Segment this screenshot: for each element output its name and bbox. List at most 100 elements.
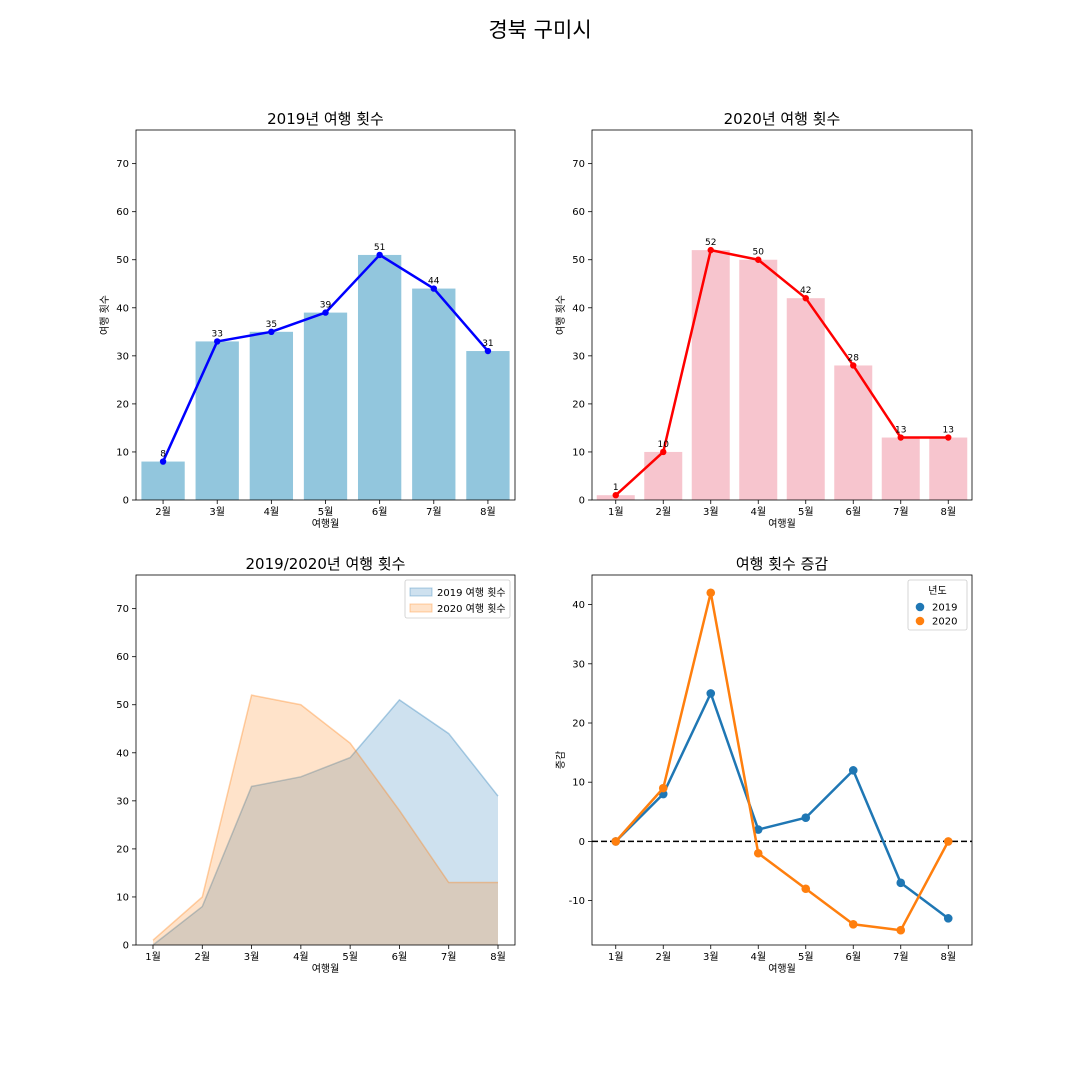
y-tick-label: 70 [116,159,129,170]
x-tick-label: 5월 [798,951,814,963]
chart-title: 여행 횟수 증감 [736,555,829,573]
legend-label: 2020 [932,617,957,628]
bar [929,437,968,500]
data-label: 13 [895,426,906,436]
y-tick-label: 70 [116,604,129,615]
y-tick-label: 0 [579,837,585,848]
x-tick-label: 8월 [940,951,956,963]
data-point [268,328,275,336]
x-tick-label: 3월 [703,506,719,518]
x-tick-label: 5월 [318,506,334,518]
data-point [322,309,329,316]
data-point [753,848,763,858]
data-point [943,837,953,846]
data-point [945,434,952,441]
x-tick-label: 8월 [480,506,496,518]
data-point [658,783,668,793]
data-label: 13 [943,426,954,436]
x-tick-label: 2월 [195,951,211,963]
data-point [430,285,437,292]
data-point [801,884,811,894]
x-tick-label: 7월 [893,506,909,518]
data-point [706,588,716,598]
legend-box [907,579,968,631]
y-tick-label: 10 [572,778,585,789]
area-fill [153,695,498,945]
x-tick-label: 7월 [441,951,457,963]
x-tick-label: 2월 [655,506,671,518]
y-tick-label: 0 [123,941,129,952]
bar [141,461,185,500]
y-axis-label: 여행 횟수 [555,295,567,335]
bar [249,331,294,500]
data-label: 52 [705,238,716,248]
bar [644,451,683,500]
x-tick-label: 6월 [845,951,861,963]
y-tick-label: -10 [569,896,585,907]
y-tick-label: 50 [116,255,129,266]
bar [466,351,510,500]
legend-swatch [409,587,433,597]
bar [303,312,348,500]
axes-frame [591,574,973,946]
x-tick-label: 4월 [293,951,309,963]
data-label: 28 [848,353,860,363]
legend-label: 2020 여행 횟수 [437,603,506,615]
data-point [755,256,762,263]
data-point [612,491,619,499]
bar [357,254,402,500]
y-tick-label: 60 [572,207,585,218]
x-tick-label: 1월 [608,506,624,518]
y-tick-label: 50 [116,700,129,711]
chart-title: 2020년 여행 횟수 [724,110,841,128]
data-point [660,448,667,456]
x-axis-label: 여행월 [312,963,340,975]
y-tick-label: 60 [116,207,129,218]
x-tick-label: 7월 [426,506,442,518]
y-tick-label: 30 [572,351,585,362]
area-fill [153,699,498,945]
data-point [896,878,906,888]
chart-title: 2019년 여행 횟수 [267,110,384,128]
data-point [707,246,714,254]
y-tick-label: 20 [116,844,129,855]
y-axis-label: 증감 [555,751,567,769]
data-label: 31 [482,339,493,349]
data-point [484,347,492,355]
x-tick-label: 5월 [342,951,358,963]
bar [691,250,730,500]
y-tick-label: 20 [116,399,129,410]
axes-frame [135,574,516,946]
data-label: 50 [753,248,765,258]
data-label: 35 [266,320,277,330]
x-tick-label: 4월 [750,506,766,518]
x-tick-label: 5월 [798,506,814,518]
x-axis-label: 여행월 [768,963,796,975]
y-tick-label: 40 [116,748,129,759]
series-line [614,692,949,920]
y-tick-label: 30 [116,351,129,362]
y-tick-label: 10 [116,447,129,458]
data-point [802,294,809,302]
data-label: 39 [320,301,332,311]
x-tick-label: 1월 [608,951,624,963]
legend-title: 년도 [928,585,946,597]
x-tick-label: 8월 [490,951,506,963]
x-tick-label: 3월 [703,951,719,963]
x-axis-label: 여행월 [312,518,340,530]
legend-box [404,579,511,619]
legend-marker [915,616,925,626]
x-tick-label: 1월 [145,951,161,963]
y-tick-label: 50 [572,255,585,266]
data-point [850,362,857,369]
data-point [896,925,906,935]
y-tick-label: 40 [116,303,129,314]
data-point [897,434,904,441]
data-point [753,825,763,834]
figure-title: 경북 구미시 [488,18,592,42]
data-point [848,766,858,775]
